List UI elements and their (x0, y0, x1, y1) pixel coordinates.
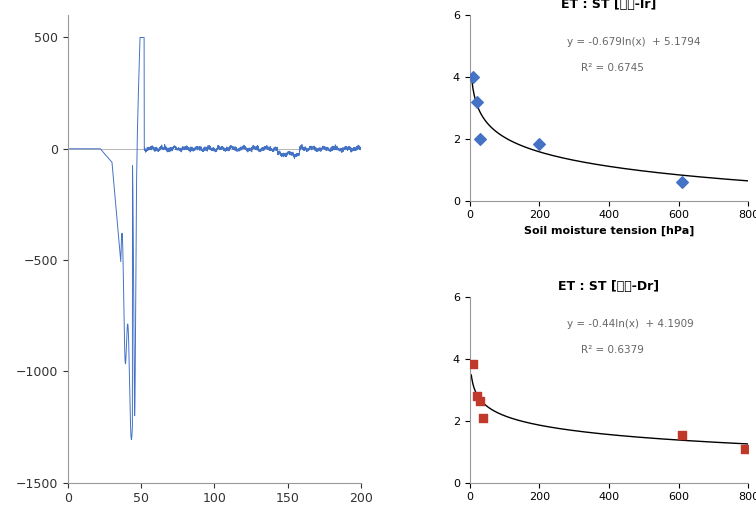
Point (470, 98, 482, 106)
Point (467, 73, 479, 81)
X-axis label: Soil moisture tension [hPa]: Soil moisture tension [hPa] (524, 226, 694, 236)
Point (474, 397, 486, 405)
Point (676, 178, 688, 186)
Text: y = -0.44ln(x)  + 4.1909: y = -0.44ln(x) + 4.1909 (567, 320, 694, 329)
Point (739, 444, 751, 453)
Text: R² = 0.6379: R² = 0.6379 (581, 345, 644, 356)
Point (467, 360, 479, 368)
Point (474, 135, 486, 143)
Text: y = -0.679ln(x)  + 5.1794: y = -0.679ln(x) + 5.1794 (567, 38, 701, 47)
Point (470, 392, 482, 400)
Point (478, 414, 490, 422)
Title: ET : ST [대원-Dr]: ET : ST [대원-Dr] (559, 280, 659, 293)
Text: R² = 0.6745: R² = 0.6745 (581, 64, 644, 74)
Title: ET : ST [대원-Ir]: ET : ST [대원-Ir] (561, 0, 657, 11)
Point (676, 431, 688, 439)
Point (533, 140, 545, 148)
